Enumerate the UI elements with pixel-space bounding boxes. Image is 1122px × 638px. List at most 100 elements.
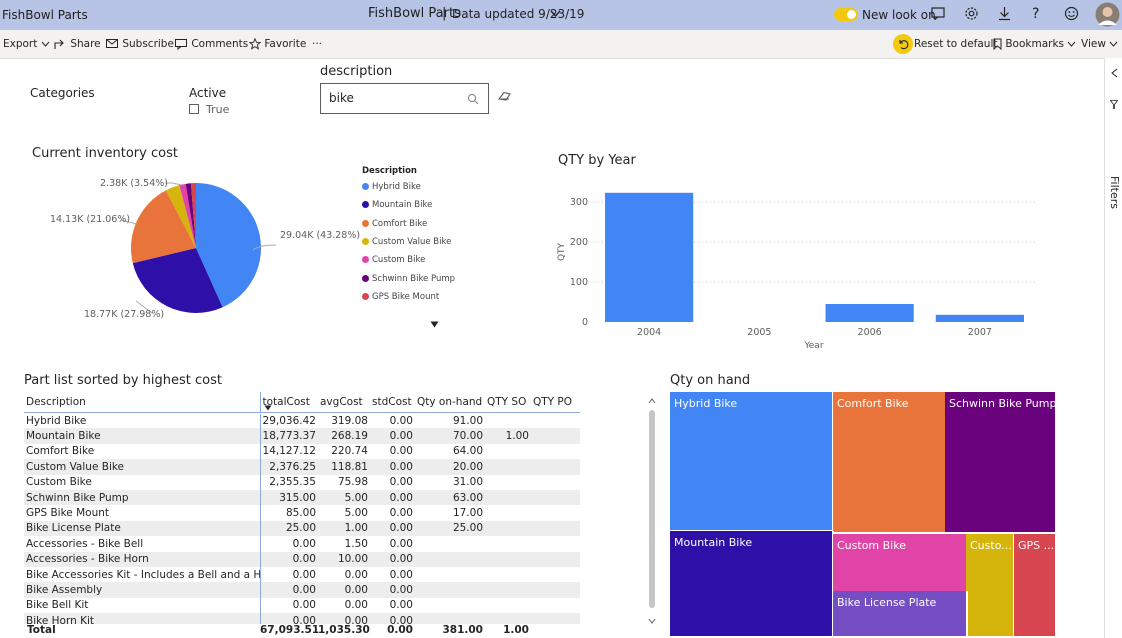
- part-list-table[interactable]: Description totalCost avgCost stdCost Qty on…: [24, 392, 580, 638]
- table-row[interactable]: Hybrid Bike 29,036.42 319.08 0.00 91.00: [24, 413, 580, 429]
- leader-line: [120, 219, 138, 225]
- pie-slice[interactable]: [131, 190, 196, 264]
- table-row[interactable]: Custom Value Bike 2,376.25 118.81 0.00 20.00: [24, 459, 580, 475]
- export-menu[interactable]: Export: [3, 30, 50, 58]
- bar-2006[interactable]: [825, 304, 914, 322]
- avatar[interactable]: [1095, 2, 1120, 27]
- bookmark-icon: [993, 38, 1002, 50]
- legend-item[interactable]: Custom Bike: [362, 255, 425, 265]
- action-toolbar: Export Share Subscribe Comments Favorite…: [0, 30, 1122, 59]
- chevron-down-icon[interactable]: [550, 10, 561, 18]
- column-header[interactable]: QTY PO: [531, 392, 580, 413]
- bar-2004[interactable]: [605, 192, 694, 322]
- table-row[interactable]: Bike Assembly 0.00 0.00 0.00: [24, 582, 580, 598]
- pie-slice[interactable]: [132, 248, 223, 313]
- table-row[interactable]: Bike Bell Kit 0.00 0.00 0.00: [24, 598, 580, 613]
- table-row[interactable]: Accessories - Bike Bell 0.00 1.50 0.00: [24, 536, 580, 551]
- bookmarks-menu[interactable]: Bookmarks: [993, 30, 1076, 58]
- table-row[interactable]: Mountain Bike 18,773.37 268.19 0.00 70.00 1.0…: [24, 428, 580, 444]
- pie-slice[interactable]: [190, 183, 196, 248]
- column-header[interactable]: Description: [24, 392, 261, 413]
- table-row[interactable]: Accessories - Bike Horn 0.00 10.00 0.00: [24, 551, 580, 567]
- column-header[interactable]: Qty on-hand: [415, 392, 485, 413]
- treemap-tile-custom-bike[interactable]: Custom Bike: [833, 534, 968, 593]
- data-updated-label[interactable]: Data updated 9/23/19: [452, 7, 585, 21]
- bar-series[interactable]: [605, 192, 1024, 322]
- table-cell: [531, 428, 580, 444]
- treemap-tile-mountain-bike[interactable]: Mountain Bike: [670, 531, 834, 638]
- table-scrollbar[interactable]: [646, 392, 658, 632]
- table-row[interactable]: Comfort Bike 14,127.12 220.74 0.00 64.00: [24, 444, 580, 459]
- column-header[interactable]: QTY SO: [485, 392, 531, 413]
- total-avgcost: 1,035.30: [318, 624, 370, 636]
- pie-slice[interactable]: [185, 183, 196, 248]
- active-true-label[interactable]: True: [206, 103, 230, 116]
- view-menu[interactable]: View: [1081, 30, 1118, 58]
- table-row[interactable]: Bike License Plate 25.00 1.00 0.00 25.00: [24, 520, 580, 537]
- subscribe-button[interactable]: Subscribe: [106, 30, 174, 58]
- legend-color-dot: [362, 237, 369, 245]
- bar-2007[interactable]: [935, 314, 1024, 322]
- table-cell: 0.00: [292, 537, 316, 550]
- favorite-button[interactable]: Favorite: [249, 30, 306, 58]
- table-row[interactable]: Custom Bike 2,355.35 75.98 0.00 31.00: [24, 475, 580, 490]
- legend-item[interactable]: Schwinn Bike Pump: [362, 274, 455, 284]
- chevron-left-icon[interactable]: [1111, 68, 1118, 78]
- scroll-up-icon[interactable]: [648, 398, 656, 404]
- pie-slices[interactable]: [131, 183, 261, 313]
- legend-scroll-down-icon[interactable]: [430, 321, 439, 328]
- legend-item[interactable]: GPS Bike Mount: [362, 292, 439, 302]
- filters-pane[interactable]: Filters: [1104, 58, 1122, 638]
- legend-item[interactable]: Mountain Bike: [362, 200, 432, 210]
- pie-slice[interactable]: [179, 183, 196, 248]
- treemap-tile-custom-value-bike[interactable]: Custo...: [966, 534, 1015, 638]
- table-cell: 18,773.37: [260, 428, 318, 444]
- pie-slice[interactable]: [196, 183, 261, 308]
- pie-chart[interactable]: [40, 170, 350, 330]
- scroll-down-icon[interactable]: [648, 618, 656, 624]
- treemap-tile-bike-license-plate[interactable]: Bike License Plate: [833, 591, 968, 638]
- treemap-tile-gps-bike-mount[interactable]: GPS ...: [1014, 534, 1057, 638]
- column-header[interactable]: totalCost: [260, 392, 318, 413]
- qty-on-hand-treemap[interactable]: Hybrid Bike Comfort Bike Schwinn Bike Pu…: [670, 392, 1057, 638]
- help-icon[interactable]: ?: [1032, 6, 1040, 22]
- table-row[interactable]: GPS Bike Mount 85.00 5.00 0.00 17.00: [24, 505, 580, 520]
- table-row[interactable]: Schwinn Bike Pump 315.00 5.00 0.00 63.00: [24, 489, 580, 506]
- legend-item[interactable]: Custom Value Bike: [362, 237, 451, 247]
- table-row[interactable]: Bike Accessories Kit - Includes a Bell a…: [24, 567, 580, 582]
- pie-slice[interactable]: [165, 185, 196, 248]
- active-true-checkbox[interactable]: [189, 104, 199, 114]
- app-name[interactable]: FishBowl Parts: [2, 8, 88, 22]
- share-label: Share: [70, 38, 101, 50]
- scrollbar-thumb[interactable]: [649, 410, 655, 608]
- column-header[interactable]: stdCost: [370, 392, 415, 413]
- legend-item[interactable]: Hybrid Bike: [362, 182, 421, 192]
- treemap-tile-comfort-bike[interactable]: Comfort Bike: [833, 392, 947, 534]
- description-search-input[interactable]: bike: [320, 83, 489, 114]
- qty-by-year-bar-chart[interactable]: 0 100 200 300 2004 2005 2006 2007 QTY Year: [550, 180, 1045, 360]
- legend-item[interactable]: Comfort Bike: [362, 219, 427, 229]
- table-cell: 2,355.35: [269, 476, 316, 489]
- eraser-icon[interactable]: [498, 91, 511, 102]
- table-cell: 0.00: [370, 489, 415, 506]
- feedback-icon[interactable]: [931, 7, 945, 20]
- table-cell: 0.00: [389, 476, 413, 489]
- comments-button[interactable]: Comments: [175, 30, 248, 58]
- reset-to-default-button[interactable]: Reset to default: [914, 38, 998, 50]
- search-icon[interactable]: [467, 93, 479, 105]
- total-label: Total: [27, 624, 56, 636]
- share-button[interactable]: Share: [54, 30, 101, 58]
- table-cell: [415, 567, 485, 582]
- treemap-tile-hybrid-bike[interactable]: Hybrid Bike: [670, 392, 834, 532]
- table-cell: 0.00: [389, 599, 413, 612]
- column-header[interactable]: avgCost: [318, 392, 370, 413]
- treemap-tile-schwinn-bike-pump[interactable]: Schwinn Bike Pump: [945, 392, 1057, 534]
- filters-label[interactable]: Filters: [1108, 176, 1121, 209]
- gear-icon[interactable]: [964, 6, 979, 21]
- table-cell: [415, 598, 485, 613]
- smiley-icon[interactable]: [1064, 6, 1079, 21]
- download-icon[interactable]: [998, 6, 1011, 21]
- more-options-button[interactable]: ···: [312, 38, 323, 50]
- sort-descending-icon[interactable]: [264, 405, 272, 411]
- new-look-toggle[interactable]: [834, 8, 858, 21]
